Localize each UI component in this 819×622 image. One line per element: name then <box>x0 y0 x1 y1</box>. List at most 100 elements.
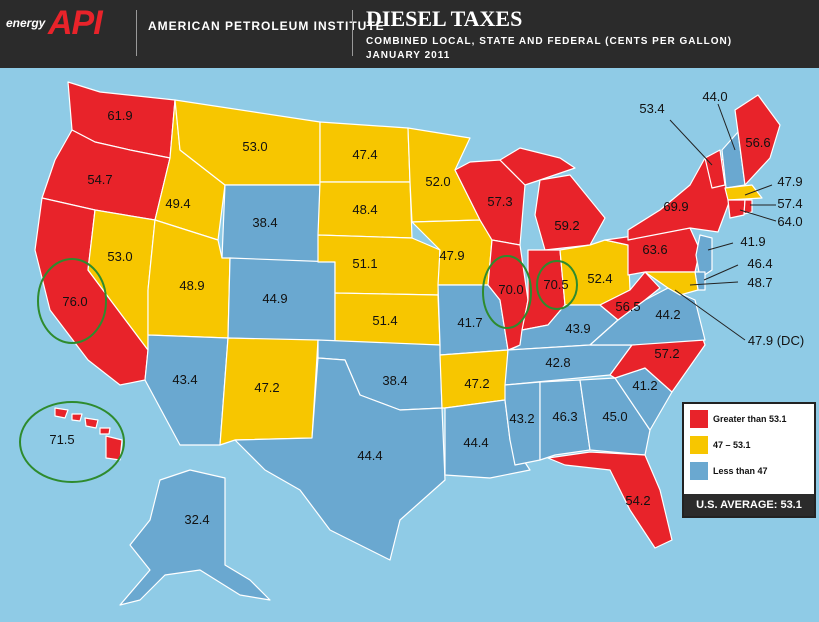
callout-line-md <box>689 281 739 286</box>
label-DE: 46.4 <box>747 256 772 271</box>
state-RI <box>743 199 753 215</box>
label-VT: 53.4 <box>639 101 664 116</box>
state-AK <box>119 469 271 606</box>
state-VT <box>704 149 726 189</box>
label-IL: 70.0 <box>498 282 523 297</box>
page-title: DIESEL TAXES <box>366 6 523 31</box>
state-MI <box>534 174 606 251</box>
label-MI: 59.2 <box>554 218 579 233</box>
label-NV: 53.0 <box>107 249 132 264</box>
state-HI-5 <box>105 435 123 461</box>
state-VA <box>589 287 706 346</box>
callout-line-ct <box>739 209 777 222</box>
label-HI: 71.5 <box>49 432 74 447</box>
state-WV <box>599 271 661 321</box>
label-MN: 52.0 <box>425 174 450 189</box>
legend-label-high: Greater than 53.1 <box>713 414 787 424</box>
state-NJ <box>695 234 713 279</box>
label-OH: 52.4 <box>587 271 612 286</box>
label-NE: 51.1 <box>352 256 377 271</box>
header-divider <box>136 10 137 56</box>
label-MA: 47.9 <box>777 174 802 189</box>
label-IA: 47.9 <box>439 248 464 263</box>
state-NE <box>317 234 441 296</box>
state-TX <box>234 357 446 561</box>
label-KS: 51.4 <box>372 313 397 328</box>
state-HI-3 <box>84 417 99 429</box>
label-OR: 54.7 <box>87 172 112 187</box>
state-AZ <box>144 334 229 446</box>
label-NY: 69.9 <box>663 199 688 214</box>
legend-swatch-low <box>690 462 708 480</box>
callout-line-de <box>703 264 739 281</box>
page-date: JANUARY 2011 <box>366 50 451 61</box>
label-WY: 38.4 <box>252 215 277 230</box>
legend-swatch-mid <box>690 436 708 454</box>
label-MT: 53.0 <box>242 139 267 154</box>
label-ME: 56.6 <box>745 135 770 150</box>
label-ID: 49.4 <box>165 196 190 211</box>
label-NJ: 41.9 <box>740 234 765 249</box>
label-AK: 32.4 <box>184 512 209 527</box>
state-HI-1 <box>54 407 69 419</box>
label-NC: 57.2 <box>654 346 679 361</box>
logo-energy-text: energy <box>6 16 46 30</box>
highlight-circle-hi <box>19 401 125 483</box>
state-AL <box>539 379 591 461</box>
highlight-circle-in <box>536 260 578 310</box>
label-UT: 48.9 <box>179 278 204 293</box>
us-average: U.S. AVERAGE: 53.1 <box>684 494 814 516</box>
label-SD: 48.4 <box>352 202 377 217</box>
label-ND: 47.4 <box>352 147 377 162</box>
state-ME <box>734 94 781 186</box>
callout-line-nh <box>717 103 736 151</box>
label-KY: 43.9 <box>565 321 590 336</box>
callout-line-ma <box>744 184 773 196</box>
label-LA: 44.4 <box>463 435 488 450</box>
label-WI: 57.3 <box>487 194 512 209</box>
state-MA <box>724 184 763 201</box>
label-FL: 54.2 <box>625 493 650 508</box>
callout-line-vt <box>669 119 713 166</box>
label-NM: 47.2 <box>254 380 279 395</box>
page-subtitle: COMBINED LOCAL, STATE AND FEDERAL (CENTS… <box>366 36 733 47</box>
legend-item-mid: 47 – 53.1 <box>690 436 751 454</box>
legend: Greater than 53.1 47 – 53.1 Less than 47… <box>682 402 816 518</box>
label-VA: 44.2 <box>655 307 680 322</box>
api-logo: API <box>48 4 103 42</box>
callout-line-nj <box>707 242 734 251</box>
header-bar: energy API AMERICAN PETROLEUM INSTITUTE … <box>0 0 819 68</box>
label-MO: 41.7 <box>457 315 482 330</box>
label-TX: 44.4 <box>357 448 382 463</box>
legend-label-mid: 47 – 53.1 <box>713 440 751 450</box>
label-CO: 44.9 <box>262 291 287 306</box>
label-WA: 61.9 <box>107 108 132 123</box>
state-GA <box>579 377 651 456</box>
label-CT: 64.0 <box>777 214 802 229</box>
label-RI: 57.4 <box>777 196 802 211</box>
legend-item-high: Greater than 53.1 <box>690 410 787 428</box>
legend-label-low: Less than 47 <box>713 466 768 476</box>
label-WV: 56.5 <box>615 299 640 314</box>
state-MD <box>644 271 699 296</box>
label-MS: 43.2 <box>509 411 534 426</box>
state-CT <box>727 199 746 219</box>
label-DC: 47.9 (DC) <box>748 333 804 348</box>
highlight-circle-ca <box>37 258 107 344</box>
us-diesel-tax-map: 61.9 54.7 76.0 53.0 49.4 53.0 38.4 48.9 … <box>19 81 804 606</box>
label-NH: 44.0 <box>702 89 727 104</box>
label-GA: 45.0 <box>602 409 627 424</box>
state-FL <box>547 451 673 549</box>
state-HI-2 <box>71 413 83 422</box>
legend-swatch-high <box>690 410 708 428</box>
label-PA: 63.6 <box>642 242 667 257</box>
header-divider <box>352 10 353 56</box>
label-CA: 76.0 <box>62 294 87 309</box>
label-IN: 70.5 <box>543 277 568 292</box>
label-MD: 48.7 <box>747 275 772 290</box>
highlight-circle-il <box>482 255 532 329</box>
label-AR: 47.2 <box>464 376 489 391</box>
label-OK: 38.4 <box>382 373 407 388</box>
label-SC: 41.2 <box>632 378 657 393</box>
legend-item-low: Less than 47 <box>690 462 768 480</box>
